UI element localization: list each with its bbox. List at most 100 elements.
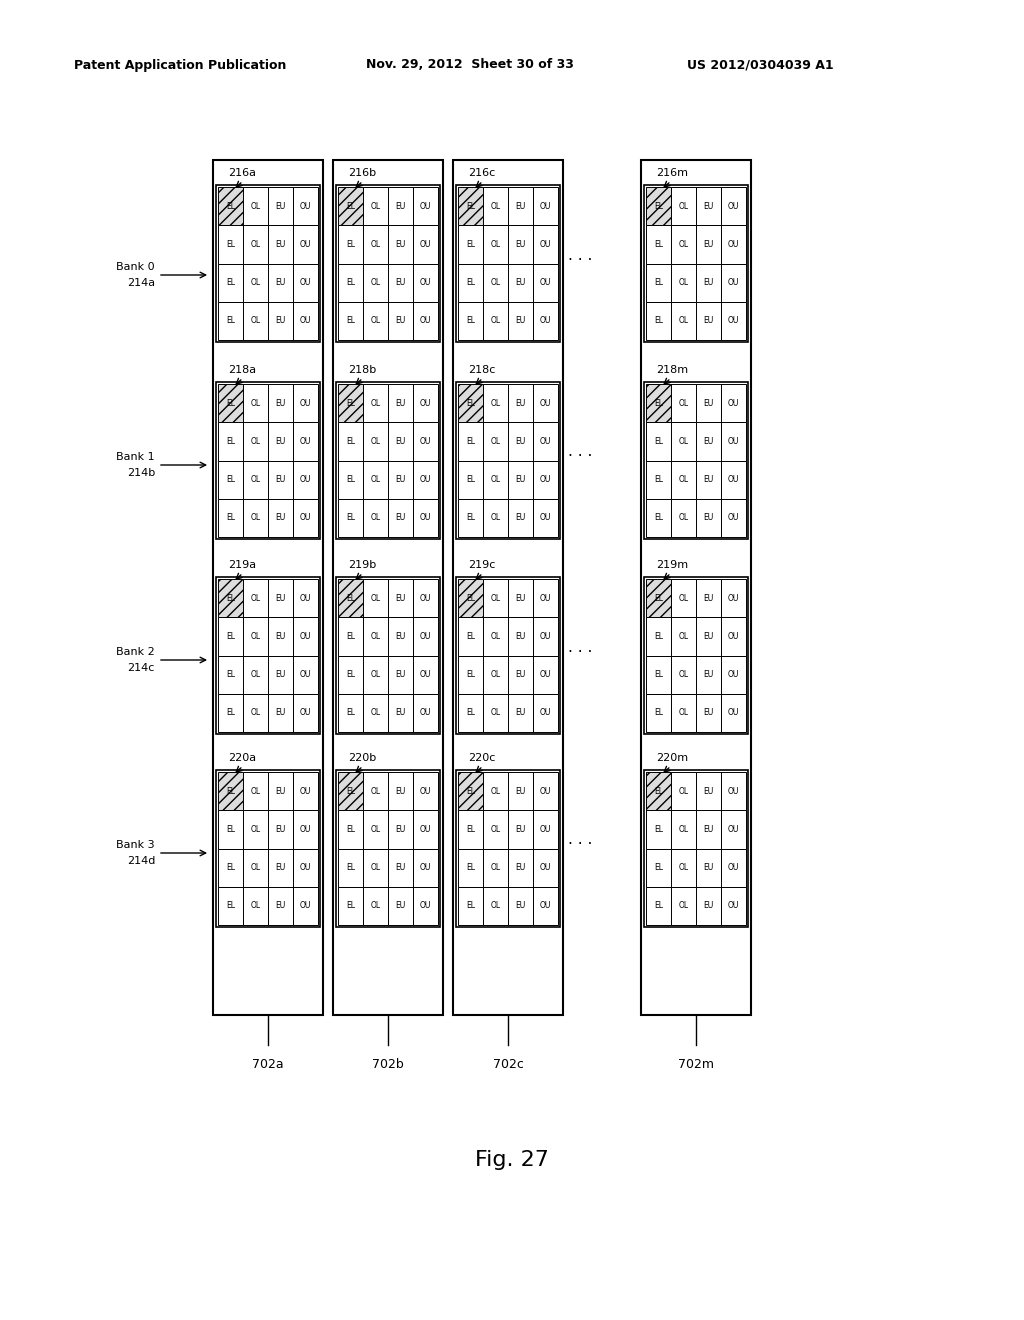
Text: OL: OL <box>679 825 688 834</box>
FancyBboxPatch shape <box>268 887 293 925</box>
Text: OL: OL <box>679 399 688 408</box>
Text: OU: OU <box>300 825 311 834</box>
FancyBboxPatch shape <box>508 887 534 925</box>
Text: OL: OL <box>251 202 260 211</box>
Text: OU: OU <box>540 317 551 325</box>
FancyBboxPatch shape <box>338 887 362 925</box>
FancyBboxPatch shape <box>534 810 558 849</box>
Text: EL: EL <box>226 437 234 446</box>
Text: OL: OL <box>251 513 260 523</box>
FancyBboxPatch shape <box>483 656 508 694</box>
FancyBboxPatch shape <box>388 422 413 461</box>
Text: OU: OU <box>540 399 551 408</box>
Text: EL: EL <box>654 513 663 523</box>
FancyBboxPatch shape <box>338 849 362 887</box>
Text: OL: OL <box>251 709 260 717</box>
Text: EL: EL <box>346 475 355 484</box>
Text: OU: OU <box>420 787 431 796</box>
FancyBboxPatch shape <box>333 160 443 1015</box>
FancyBboxPatch shape <box>338 187 362 226</box>
FancyBboxPatch shape <box>696 849 721 887</box>
FancyBboxPatch shape <box>721 772 746 810</box>
FancyBboxPatch shape <box>508 422 534 461</box>
FancyBboxPatch shape <box>534 579 558 618</box>
Text: EU: EU <box>275 863 286 873</box>
FancyBboxPatch shape <box>483 187 508 226</box>
FancyBboxPatch shape <box>218 887 243 925</box>
Text: EU: EU <box>515 202 525 211</box>
FancyBboxPatch shape <box>218 810 243 849</box>
Text: EU: EU <box>515 279 525 288</box>
FancyBboxPatch shape <box>508 772 534 810</box>
Text: EU: EU <box>703 825 714 834</box>
Text: . . .: . . . <box>568 639 592 655</box>
FancyBboxPatch shape <box>388 302 413 341</box>
Text: OL: OL <box>490 632 501 642</box>
FancyBboxPatch shape <box>483 579 508 618</box>
Text: 218b: 218b <box>348 366 376 375</box>
Text: OL: OL <box>490 399 501 408</box>
FancyBboxPatch shape <box>216 770 319 927</box>
Text: EL: EL <box>466 513 475 523</box>
FancyBboxPatch shape <box>671 772 696 810</box>
FancyBboxPatch shape <box>458 499 483 537</box>
FancyBboxPatch shape <box>213 160 323 1015</box>
FancyBboxPatch shape <box>362 694 388 733</box>
Text: EU: EU <box>515 513 525 523</box>
Text: EL: EL <box>346 317 355 325</box>
Text: OU: OU <box>540 202 551 211</box>
FancyBboxPatch shape <box>293 302 318 341</box>
Text: EU: EU <box>395 279 406 288</box>
FancyBboxPatch shape <box>293 810 318 849</box>
Text: OL: OL <box>371 671 381 678</box>
FancyBboxPatch shape <box>338 656 362 694</box>
FancyBboxPatch shape <box>336 770 440 927</box>
FancyBboxPatch shape <box>293 226 318 264</box>
Text: EU: EU <box>703 594 714 603</box>
Text: EL: EL <box>654 671 663 678</box>
Text: OU: OU <box>420 475 431 484</box>
Text: EU: EU <box>395 902 406 911</box>
Text: EU: EU <box>275 202 286 211</box>
Text: EL: EL <box>654 279 663 288</box>
Text: OL: OL <box>251 399 260 408</box>
Text: OU: OU <box>300 671 311 678</box>
Text: OU: OU <box>540 863 551 873</box>
FancyBboxPatch shape <box>413 187 438 226</box>
FancyBboxPatch shape <box>508 499 534 537</box>
FancyBboxPatch shape <box>218 422 243 461</box>
FancyBboxPatch shape <box>721 887 746 925</box>
Text: EL: EL <box>654 594 663 603</box>
Text: OL: OL <box>679 317 688 325</box>
FancyBboxPatch shape <box>362 579 388 618</box>
FancyBboxPatch shape <box>644 770 748 927</box>
Text: OU: OU <box>420 399 431 408</box>
FancyBboxPatch shape <box>388 849 413 887</box>
Text: OL: OL <box>251 279 260 288</box>
Text: EU: EU <box>703 399 714 408</box>
FancyBboxPatch shape <box>362 618 388 656</box>
Text: OU: OU <box>728 825 739 834</box>
FancyBboxPatch shape <box>646 226 671 264</box>
Text: OU: OU <box>420 279 431 288</box>
Text: EL: EL <box>466 437 475 446</box>
FancyBboxPatch shape <box>534 264 558 302</box>
Text: EL: EL <box>346 902 355 911</box>
FancyBboxPatch shape <box>458 618 483 656</box>
Text: EU: EU <box>515 709 525 717</box>
FancyBboxPatch shape <box>293 422 318 461</box>
FancyBboxPatch shape <box>458 772 483 810</box>
FancyBboxPatch shape <box>646 264 671 302</box>
Text: OL: OL <box>251 787 260 796</box>
FancyBboxPatch shape <box>534 384 558 422</box>
FancyBboxPatch shape <box>483 384 508 422</box>
FancyBboxPatch shape <box>388 384 413 422</box>
Text: OU: OU <box>728 202 739 211</box>
FancyBboxPatch shape <box>671 656 696 694</box>
Text: 220b: 220b <box>348 752 376 763</box>
Text: EU: EU <box>395 202 406 211</box>
Text: 214a: 214a <box>127 279 155 288</box>
FancyBboxPatch shape <box>458 694 483 733</box>
FancyBboxPatch shape <box>338 772 362 810</box>
Text: EU: EU <box>395 787 406 796</box>
